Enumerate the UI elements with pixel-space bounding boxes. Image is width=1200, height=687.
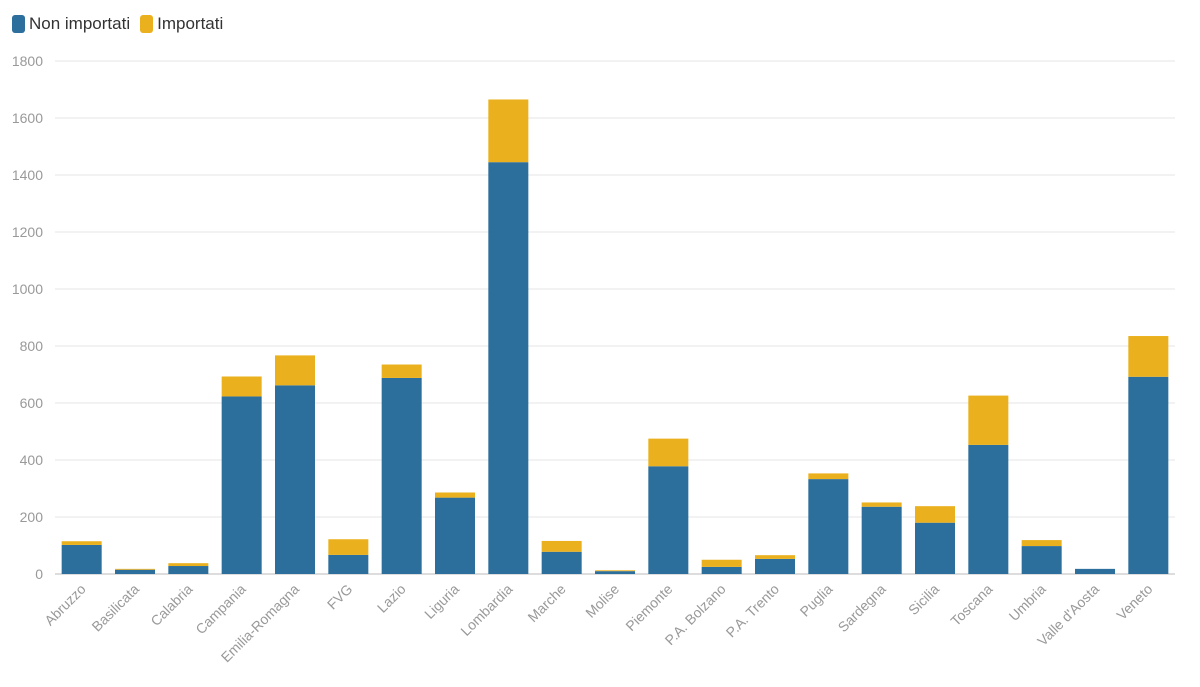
bar-importati[interactable]: [541, 540, 582, 552]
legend-item-non-importati[interactable]: Non importati: [12, 14, 130, 34]
bar-non-importati[interactable]: [968, 444, 1009, 574]
x-tick-label: P.A. Trento: [723, 581, 783, 641]
x-tick-label: Calabria: [147, 581, 195, 629]
x-tick-label: Piemonte: [622, 581, 675, 634]
bar-importati[interactable]: [381, 364, 422, 378]
bar-non-importati[interactable]: [808, 479, 849, 574]
bar-non-importati[interactable]: [221, 396, 262, 574]
legend-label-non-importati: Non importati: [29, 14, 131, 33]
bar-non-importati[interactable]: [488, 162, 529, 575]
bar-non-importati[interactable]: [1128, 376, 1169, 574]
bar-importati[interactable]: [1128, 336, 1169, 377]
y-tick-label: 800: [20, 338, 44, 354]
legend: Non importati Importati: [12, 14, 233, 34]
bar-importati[interactable]: [701, 559, 742, 567]
bar-non-importati[interactable]: [275, 385, 315, 574]
y-tick-label: 200: [20, 509, 44, 525]
bar-non-importati[interactable]: [755, 558, 795, 574]
bar-non-importati[interactable]: [1075, 568, 1115, 574]
y-tick-label: 1400: [12, 167, 43, 183]
x-axis: Abruzzo Basilicata CalabriaCampaniaEmilia-…: [41, 581, 1155, 666]
bar-non-importati[interactable]: [381, 377, 422, 574]
y-axis: 0 200 400 600 800 1000 1200 1400 1600 1800: [12, 53, 43, 582]
bar-non-importati[interactable]: [861, 506, 902, 574]
x-tick-label: Campania: [192, 581, 249, 638]
bar-non-importati[interactable]: [435, 497, 475, 574]
legend-label-importati: Importati: [157, 14, 224, 33]
bar-non-importati[interactable]: [701, 566, 742, 574]
legend-swatch-importati: [140, 15, 154, 33]
x-tick-label: Lombardia: [457, 581, 515, 639]
y-tick-label: 1000: [12, 281, 43, 297]
bar-non-importati[interactable]: [648, 466, 689, 574]
bar-importati[interactable]: [808, 473, 849, 480]
bar-importati[interactable]: [168, 563, 209, 567]
x-tick-label: Puglia: [797, 581, 836, 620]
bar-importati[interactable]: [275, 355, 315, 386]
x-tick-label: Liguria: [421, 581, 462, 622]
bar-importati[interactable]: [328, 539, 369, 555]
y-tick-label: 600: [20, 395, 44, 411]
bar-non-importati[interactable]: [541, 551, 582, 574]
x-tick-label: Veneto: [1113, 581, 1155, 623]
x-tick-label: Toscana: [947, 581, 995, 629]
bar-importati[interactable]: [595, 570, 635, 572]
bar-importati[interactable]: [61, 541, 102, 545]
bar-importati[interactable]: [435, 492, 475, 498]
bar-importati[interactable]: [221, 376, 262, 397]
bar-importati[interactable]: [115, 568, 155, 570]
x-tick-label: Molise: [582, 581, 622, 621]
y-tick-label: 400: [20, 452, 44, 468]
bar-non-importati[interactable]: [61, 544, 102, 574]
y-tick-label: 0: [35, 566, 43, 582]
bar-importati[interactable]: [915, 506, 955, 523]
y-tick-label: 1800: [12, 53, 43, 69]
x-tick-label: Sardegna: [835, 581, 889, 635]
bar-importati[interactable]: [488, 99, 529, 163]
bar-importati[interactable]: [755, 555, 795, 559]
y-tick-label: 1600: [12, 110, 43, 126]
x-tick-label: Marche: [524, 581, 568, 625]
bar-importati[interactable]: [648, 438, 689, 467]
y-tick-label: 1200: [12, 224, 43, 240]
bar-importati[interactable]: [861, 502, 902, 507]
x-tick-label: Abruzzo: [41, 581, 89, 629]
bar-non-importati[interactable]: [328, 554, 369, 574]
x-tick-label: Umbria: [1006, 581, 1049, 624]
bar-importati[interactable]: [1021, 540, 1062, 547]
bar-non-importati[interactable]: [115, 569, 155, 574]
bar-non-importati[interactable]: [168, 566, 209, 574]
bars: [61, 99, 1169, 575]
x-tick-label: Basilicata: [88, 581, 142, 635]
bar-non-importati[interactable]: [595, 571, 635, 574]
bar-non-importati[interactable]: [1021, 546, 1062, 574]
bar-non-importati[interactable]: [915, 522, 955, 574]
x-tick-label: Sicilia: [905, 581, 942, 618]
legend-swatch-non-importati: [12, 15, 25, 33]
bar-importati[interactable]: [968, 395, 1009, 445]
legend-item-importati[interactable]: Importati: [140, 14, 223, 34]
x-tick-label: Lazio: [374, 581, 409, 616]
x-tick-label: FVG: [324, 581, 356, 613]
